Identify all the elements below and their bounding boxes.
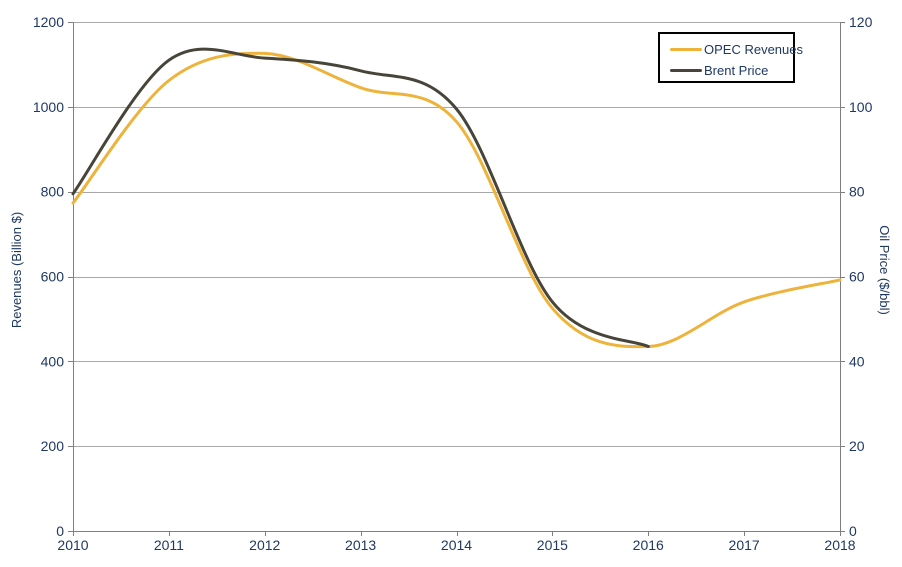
legend-label-brent-price: Brent Price <box>704 63 769 78</box>
y-left-tick-label: 1000 <box>33 99 64 115</box>
opec-revenues-line <box>71 51 842 349</box>
y-left-tick-label: 600 <box>41 269 65 285</box>
opec-revenues-line-swatch <box>670 48 702 51</box>
legend-item-brent-price: Brent Price <box>670 60 791 81</box>
y-right-tick-label: 120 <box>849 14 873 30</box>
y-right-tick-label: 100 <box>849 99 873 115</box>
y-right-tick-label: 80 <box>849 184 865 200</box>
y-left-tick-label: 200 <box>41 438 65 454</box>
y-left-tick-label: 0 <box>56 523 64 539</box>
brent-price-line-swatch <box>670 69 702 72</box>
x-tick-label: 2015 <box>537 537 568 553</box>
x-tick-label: 2016 <box>633 537 664 553</box>
y-right-tick-label: 20 <box>849 438 865 454</box>
legend-item-opec-revenues: OPEC Revenues <box>670 39 803 60</box>
legend: OPEC Revenues Brent Price <box>658 32 803 83</box>
x-tick-label: 2011 <box>154 537 184 553</box>
y-right-tick-label: 40 <box>849 353 865 369</box>
y-left-tick-label: 400 <box>41 353 65 369</box>
x-tick-label: 2018 <box>824 537 855 553</box>
x-tick-label: 2010 <box>57 537 88 553</box>
x-tick-label: 2012 <box>249 537 280 553</box>
brent-price-line <box>71 47 650 348</box>
right-axis-title: Oil Price ($/bbl) <box>877 225 892 315</box>
y-right-tick-label: 0 <box>849 523 857 539</box>
y-left-tick-label: 800 <box>41 184 65 200</box>
x-tick-label: 2014 <box>441 537 472 553</box>
legend-label-opec-revenues: OPEC Revenues <box>704 42 803 57</box>
y-left-tick-label: 1200 <box>33 14 64 30</box>
x-tick-label: 2013 <box>345 537 376 553</box>
x-tick-label: 2017 <box>729 537 760 553</box>
y-right-tick-label: 60 <box>849 269 865 285</box>
left-axis-title: Revenues (Billion $) <box>9 211 24 329</box>
